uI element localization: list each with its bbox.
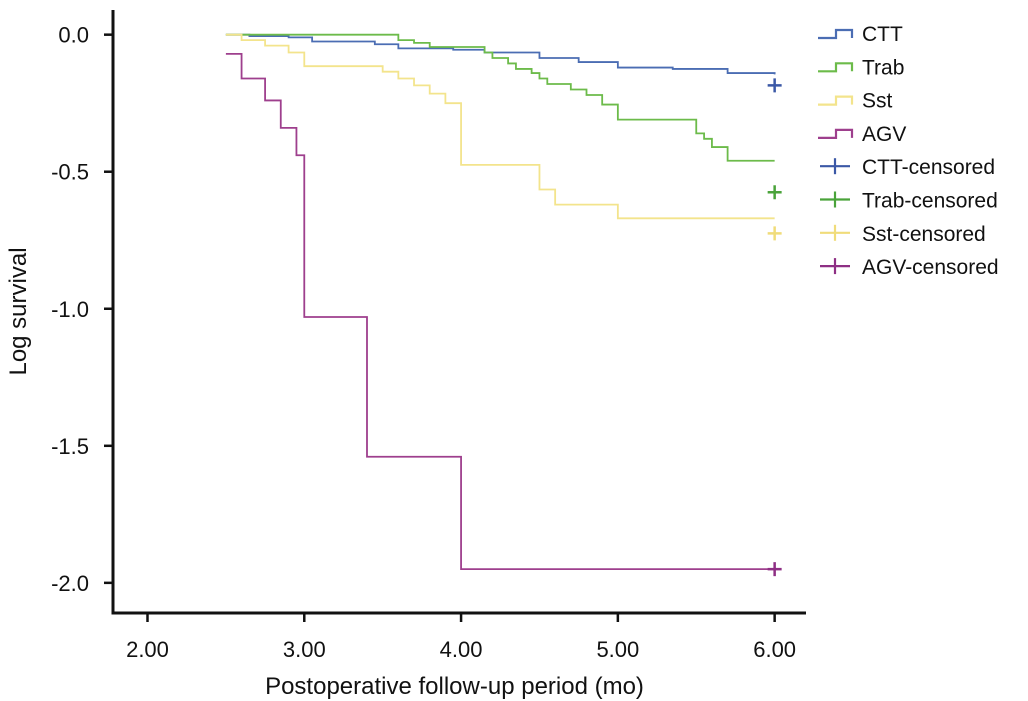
series-line-trab bbox=[225, 33, 775, 162]
y-tick-label: 0.0 bbox=[58, 23, 89, 48]
x-tick-label: 6.00 bbox=[753, 637, 796, 662]
legend-label-sst-censored: Sst-censored bbox=[862, 223, 986, 246]
axes: 2.00 3.00 4.00 5.00 6.00 0.0 -0.5 -1.0 -1.5 -2.0 bbox=[51, 10, 806, 662]
series-line-ctt bbox=[225, 33, 776, 75]
y-tick-label: -1.5 bbox=[51, 434, 89, 459]
legend-label-agv-censored: AGV-censored bbox=[862, 256, 999, 279]
legend-label-trab-censored: Trab-censored bbox=[862, 190, 998, 213]
y-tick-label: -2.0 bbox=[51, 571, 89, 596]
legend-label-ctt: CTT bbox=[862, 23, 903, 46]
y-tick-label: -0.5 bbox=[51, 160, 89, 185]
censor-mark-ctt bbox=[767, 78, 782, 93]
x-tick-label: 3.00 bbox=[283, 637, 326, 662]
series-line-sst bbox=[225, 33, 775, 220]
series-line-agv bbox=[225, 52, 775, 571]
legend-swatch-agv bbox=[818, 128, 854, 139]
legend-swatch-sst bbox=[818, 95, 854, 106]
x-tick-label: 5.00 bbox=[596, 637, 639, 662]
x-tick-label: 2.00 bbox=[126, 637, 169, 662]
legend-label-sst: Sst bbox=[862, 90, 893, 113]
plot-area bbox=[225, 33, 776, 571]
legend-swatch-ctt bbox=[818, 28, 854, 40]
legend-swatch-trab bbox=[818, 62, 854, 73]
censor-mark-agv bbox=[767, 562, 782, 577]
x-tick-label: 4.00 bbox=[440, 637, 483, 662]
x-axis-title: Postoperative follow-up period (mo) bbox=[265, 673, 644, 700]
censor-mark-trab bbox=[767, 185, 782, 200]
y-axis-title: Log survival bbox=[5, 247, 32, 375]
legend: CTT Trab Sst AGV CTT-censored Trab-censored Ss… bbox=[818, 23, 999, 279]
legend-label-agv: AGV bbox=[862, 123, 906, 146]
legend-label-trab: Trab bbox=[862, 56, 904, 79]
censor-marks bbox=[767, 78, 782, 577]
y-tick-label: -1.0 bbox=[51, 297, 89, 322]
legend-label-ctt-censored: CTT-censored bbox=[862, 156, 995, 179]
censor-mark-sst bbox=[767, 226, 782, 241]
